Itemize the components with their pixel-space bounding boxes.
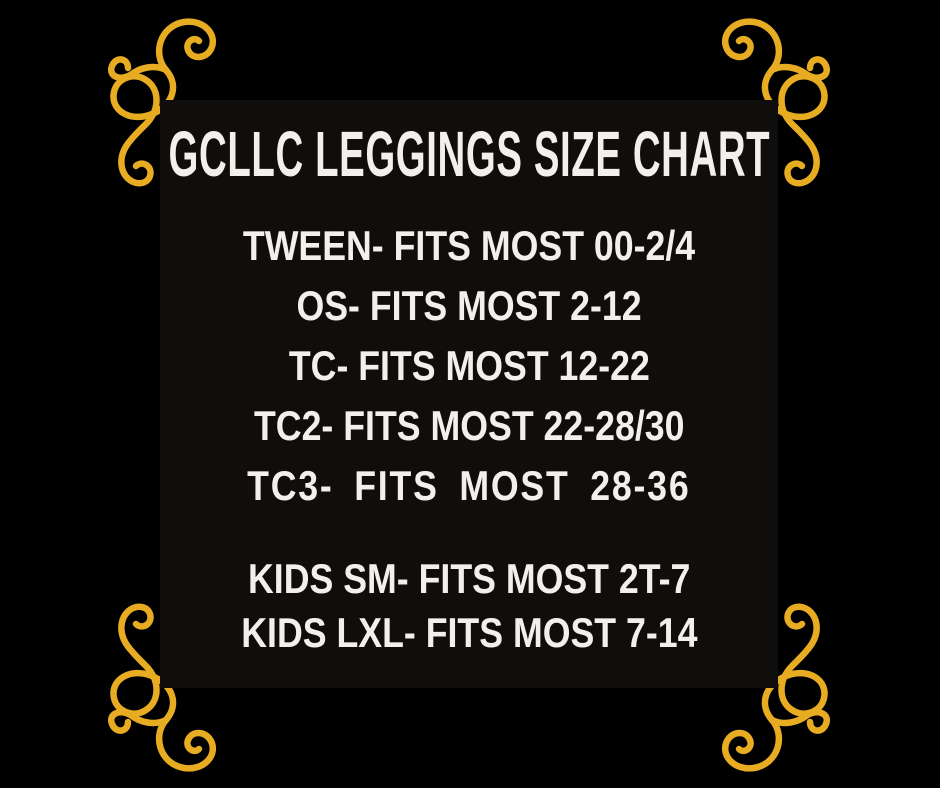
size-line-kids-lxl: KIDS LXL- FITS MOST 7-14 [240, 609, 698, 656]
size-chart-panel: GCLLC LEGGINGS SIZE CHART TWEEN- FITS MO… [160, 100, 778, 688]
size-line-kids-sm: KIDS SM- FITS MOST 2T-7 [247, 555, 691, 602]
corner-flourish-bottom-right-icon [720, 587, 890, 782]
size-line-os: OS- FITS MOST 2-12 [296, 282, 642, 329]
size-line-tween: TWEEN- FITS MOST 00-2/4 [242, 222, 696, 269]
adult-size-list: TWEEN- FITS MOST 00-2/4 OS- FITS MOST 2-… [203, 216, 735, 516]
size-line-tc2: TC2- FITS MOST 22-28/30 [253, 402, 685, 449]
size-line-tc3: TC3- FITS MOST 28-36 [247, 462, 691, 509]
corner-flourish-bottom-left-icon [48, 587, 218, 782]
kids-size-list: KIDS SM- FITS MOST 2T-7 KIDS LXL- FITS M… [201, 552, 738, 660]
corner-flourish-top-right-icon [720, 8, 890, 203]
page-title: GCLLC LEGGINGS SIZE CHART [168, 118, 770, 190]
corner-flourish-top-left-icon [48, 8, 218, 203]
size-line-tc: TC- FITS MOST 12-22 [288, 342, 650, 389]
